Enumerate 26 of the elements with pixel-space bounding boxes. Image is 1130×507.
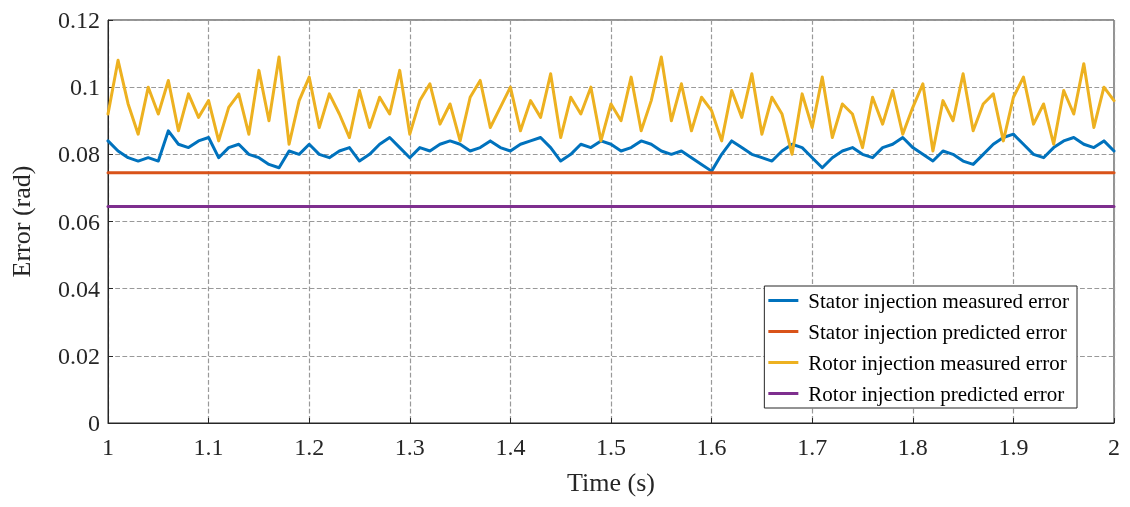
y-tick-label: 0 <box>88 410 100 436</box>
y-tick-label: 0.06 <box>58 208 100 235</box>
legend-label: Stator injection predicted error <box>808 319 1067 344</box>
y-tick-label: 0.08 <box>58 141 100 168</box>
x-tick-label: 1.2 <box>294 434 325 460</box>
y-tick-label: 0.02 <box>58 342 100 369</box>
legend-label: Rotor injection predicted error <box>808 381 1065 406</box>
x-tick-label: 1.7 <box>797 434 828 460</box>
x-tick-label: 1.8 <box>897 434 928 460</box>
x-tick-label: 1.4 <box>495 434 526 460</box>
y-axis-title: Error (rad) <box>6 165 36 278</box>
x-tick-label: 1.9 <box>998 434 1029 460</box>
x-axis-title: Time (s) <box>567 467 655 497</box>
x-tick-label: 1.3 <box>394 434 425 460</box>
line-series <box>106 55 1116 156</box>
legend-label: Rotor injection measured error <box>808 350 1067 375</box>
line-series <box>106 129 1116 173</box>
y-tick-label: 0.12 <box>58 7 100 33</box>
y-tick-label: 0.1 <box>70 74 100 101</box>
x-tick-label: 1 <box>102 434 114 460</box>
y-tick-label: 0.04 <box>58 275 100 302</box>
x-tick-label: 1.5 <box>596 434 626 460</box>
x-tick-label: 1.1 <box>193 434 224 460</box>
legend-label: Stator injection measured error <box>808 288 1070 313</box>
x-tick-label: 1.6 <box>696 434 727 460</box>
x-tick-label: 2 <box>1108 434 1120 460</box>
